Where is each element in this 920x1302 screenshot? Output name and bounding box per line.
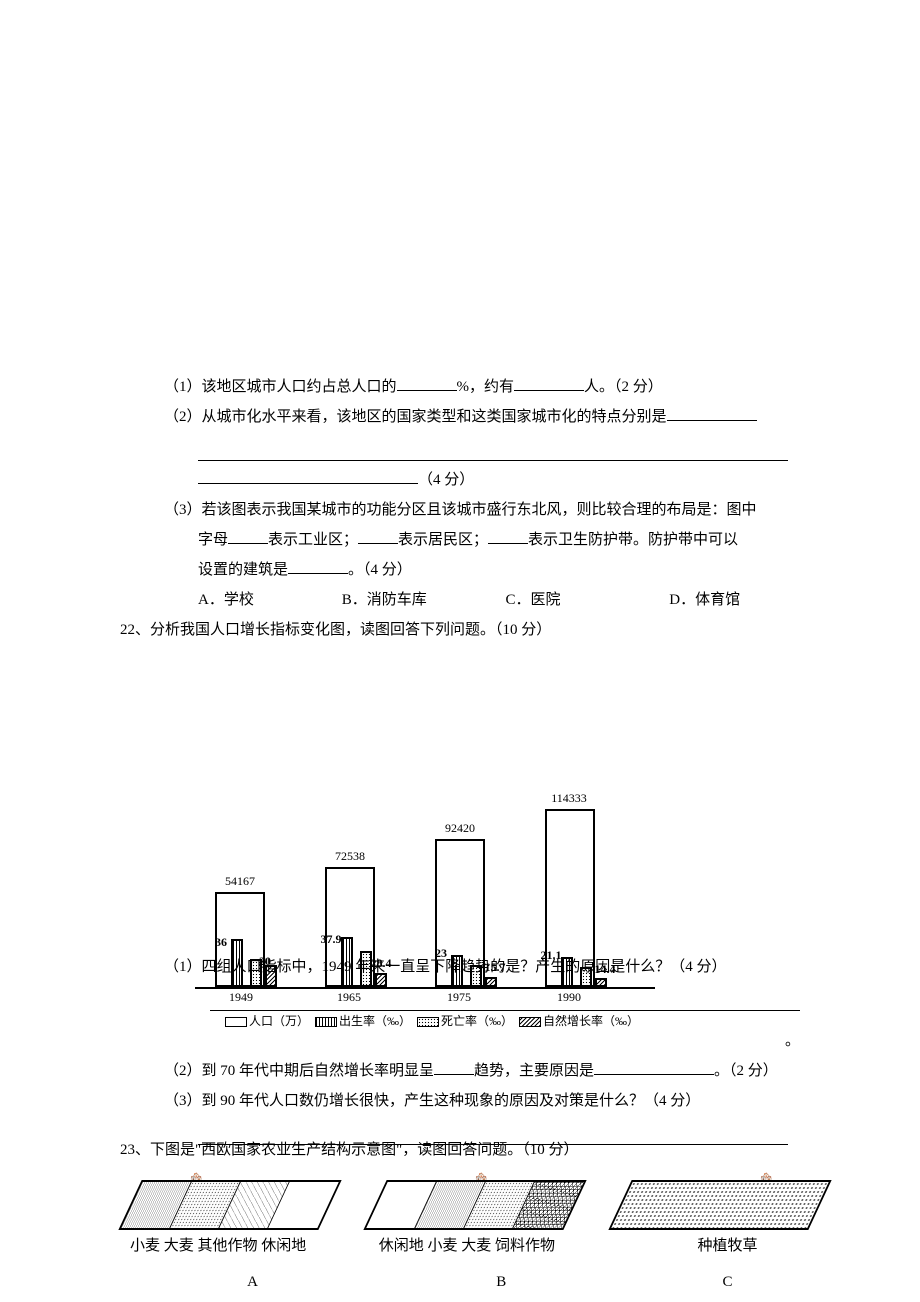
q21-sub2-tail: （4 分） [418,472,474,488]
q22-sub1-tail: 。 [120,982,840,1056]
q21-sub1: （1）该地区城市人口约占总人口的 %，约有 人。（2 分） [120,372,840,402]
q21-sub3-line2: 字母 表示工业区； 表示居民区； 表示卫生防护带。防护带中可以 [120,525,840,555]
caption-c: 种植牧草 [628,1234,828,1255]
blank[interactable] [514,390,584,391]
letter-b: B [379,1274,624,1291]
label-pop-1949: 54167 [215,874,265,889]
farm-a: 🏘️ [130,1174,330,1232]
q21-sub2-line2 [120,460,840,461]
q22-intro: 22、分析我国人口增长指标变化图，读图回答下列问题。（10 分） [120,615,840,645]
blank[interactable] [594,1074,714,1075]
label-birth-1965: 37.9 [317,932,345,947]
q21-sub1-mid: %，约有 [457,379,515,395]
q22-sub1: （1）四组人口指标中，1949 年来一直呈下降趋势的是？产生的原因是什么？（4 … [120,952,840,982]
blank[interactable] [288,573,348,574]
t: 表示卫生防护带。防护带中可以 [528,532,738,548]
q23-intro: 23、下图是"西欧国家农业生产结构示意图"，读图回答问题。（10 分） [120,1135,840,1165]
q21-sub3-options: A．学校 B．消防车库 C．医院 D．体育馆 [120,585,840,615]
blank[interactable] [434,1074,474,1075]
blank[interactable] [358,543,398,544]
t: 。（4 分） [348,562,412,578]
q22-sub3: （3）到 90 年代人口数仍增长很快，产生这种现象的原因及对策是什么？（4 分） [120,1086,840,1116]
farm-c: 🏘️ [620,1174,820,1232]
blank[interactable] [488,543,528,544]
letter-c: C [628,1274,828,1291]
blank[interactable] [397,390,457,391]
caption-a: 小麦 大麦 其他作物 休闲地 [130,1234,375,1255]
q21-sub2: （2）从城市化水平来看，该地区的国家类型和这类国家城市化的特点分别是 [120,402,840,432]
q22-sub2: （2）到 70 年代中期后自然增长率明显呈 趋势，主要原因是 。（2 分） [120,1056,840,1086]
t: （2）到 70 年代中期后自然增长率明显呈 [164,1063,434,1079]
label-birth-1949: 36 [207,935,235,950]
t: 表示居民区； [398,532,488,548]
blank[interactable] [667,420,757,421]
t: 表示工业区； [268,532,358,548]
letter-a: A [130,1274,375,1291]
t: 字母 [198,532,228,548]
option-d[interactable]: D．体育馆 [669,585,740,615]
question-21-block: （1）该地区城市人口约占总人口的 %，约有 人。（2 分） （2）从城市化水平来看，… [120,372,840,645]
q21-sub2-line3: （4 分） [120,465,840,495]
t: 趋势，主要原因是 [474,1063,594,1079]
q21-sub2-text: （2）从城市化水平来看，该地区的国家类型和这类国家城市化的特点分别是 [164,409,667,425]
q21-sub3-l1: （3）若该图表示我国某城市的功能分区且该城市盛行东北风，则比较合理的布局是：图中 [164,502,757,518]
label-pop-1975: 92420 [435,821,485,836]
label-pop-1965: 72538 [325,849,375,864]
q22-questions: （1）四组人口指标中，1949 年来一直呈下降趋势的是？产生的原因是什么？（4 … [120,952,840,1149]
label-pop-1990: 114333 [539,791,599,806]
blank[interactable] [228,543,268,544]
q21-sub3-line3: 设置的建筑是 。（4 分） [120,555,840,585]
option-a[interactable]: A．学校 [198,585,338,615]
farm-letters: A B C [130,1274,840,1291]
q21-sub1-prefix: （1）该地区城市人口约占总人口的 [164,379,397,395]
farm-b: 🏘️ [375,1174,575,1232]
q22-sub1-text: （1）四组人口指标中，1949 年来一直呈下降趋势的是？产生的原因是什么？（4 … [164,959,727,975]
blank[interactable] [198,483,418,484]
option-c[interactable]: C．医院 [506,585,666,615]
option-b[interactable]: B．消防车库 [342,585,502,615]
t: 。 [785,1033,800,1049]
t: 设置的建筑是 [198,562,288,578]
q21-sub3-line1: （3）若该图表示我国某城市的功能分区且该城市盛行东北风，则比较合理的布局是：图中 [120,495,840,525]
t: 。（2 分） [714,1063,778,1079]
q21-sub1-suffix: 人。（2 分） [584,379,663,395]
caption-b: 休闲地 小麦 大麦 饲料作物 [379,1234,624,1255]
farm-captions: 小麦 大麦 其他作物 休闲地 休闲地 小麦 大麦 饲料作物 种植牧草 [130,1234,840,1255]
